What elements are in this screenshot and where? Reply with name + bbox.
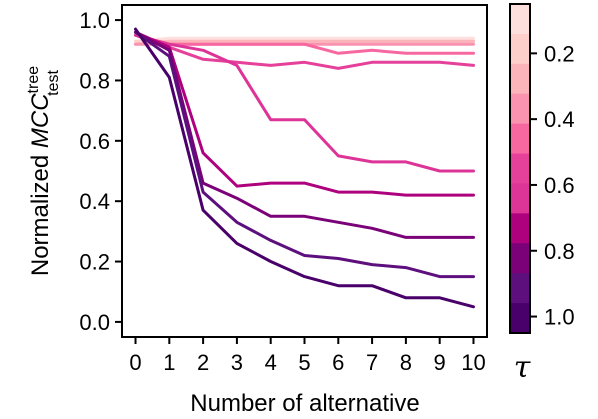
y-tick-label: 0.8 [79,68,110,93]
y-tick-label: 1.0 [79,8,110,33]
x-tick-label: 6 [332,350,344,375]
colorbar-tick-label: 1.0 [544,305,575,330]
x-axis-label: Number of alternative [190,390,419,417]
plot-series [134,27,475,309]
x-axis: 0 1 2 3 4 5 6 7 8 9 10 [129,337,486,375]
x-tick-label: 0 [129,350,141,375]
series-line-10 [134,27,475,309]
y-tick-label: 0.0 [79,310,110,335]
colorbar-bin [510,273,530,304]
x-tick-label: 3 [231,350,243,375]
series-line-4 [134,33,475,55]
colorbar-bin [510,123,530,155]
series-line-7 [134,30,475,197]
series-line-9 [134,30,475,279]
series-line-8 [134,30,475,239]
x-tick-label: 5 [298,350,310,375]
colorbar-bin [510,63,530,95]
colorbar-frame [509,3,531,334]
colorbar-tick-label: 0.8 [544,239,575,264]
colorbar-bin [510,183,530,214]
x-tick-label: 2 [197,350,209,375]
colorbar-label: τ [514,350,531,385]
colorbar-bin [510,243,530,274]
colorbar-ticks: 0.2 0.4 0.6 0.8 1.0 [530,41,575,330]
x-tick-label: 10 [461,350,485,375]
colorbar-bin [510,213,530,244]
colorbar-tick-label: 0.6 [544,173,575,198]
y-tick-label: 0.2 [79,250,110,275]
y-axis-label: Normalized MCCtree test [25,66,62,276]
y-tick-label: 0.6 [79,129,110,154]
colorbar-bin [510,93,530,125]
colorbar-bin [510,4,530,35]
series-line-2 [134,39,475,46]
x-tick-label: 1 [163,350,175,375]
series-line-0 [134,36,475,43]
colorbar-bin [510,153,530,184]
series-line-5 [134,33,475,70]
colorbar [510,4,530,334]
colorbar-tick-label: 0.2 [544,41,575,66]
x-tick-label: 7 [366,350,378,375]
colorbar-bin [510,33,530,65]
series-line-6 [134,33,475,173]
x-tick-label: 8 [400,350,412,375]
x-tick-label: 4 [265,350,277,375]
y-tick-label: 0.4 [79,189,110,214]
colorbar-tick-label: 0.4 [544,107,575,132]
x-tick-label: 9 [434,350,446,375]
colorbar-bin [510,303,530,334]
y-axis: 0.0 0.2 0.4 0.6 0.8 1.0 [79,8,122,335]
